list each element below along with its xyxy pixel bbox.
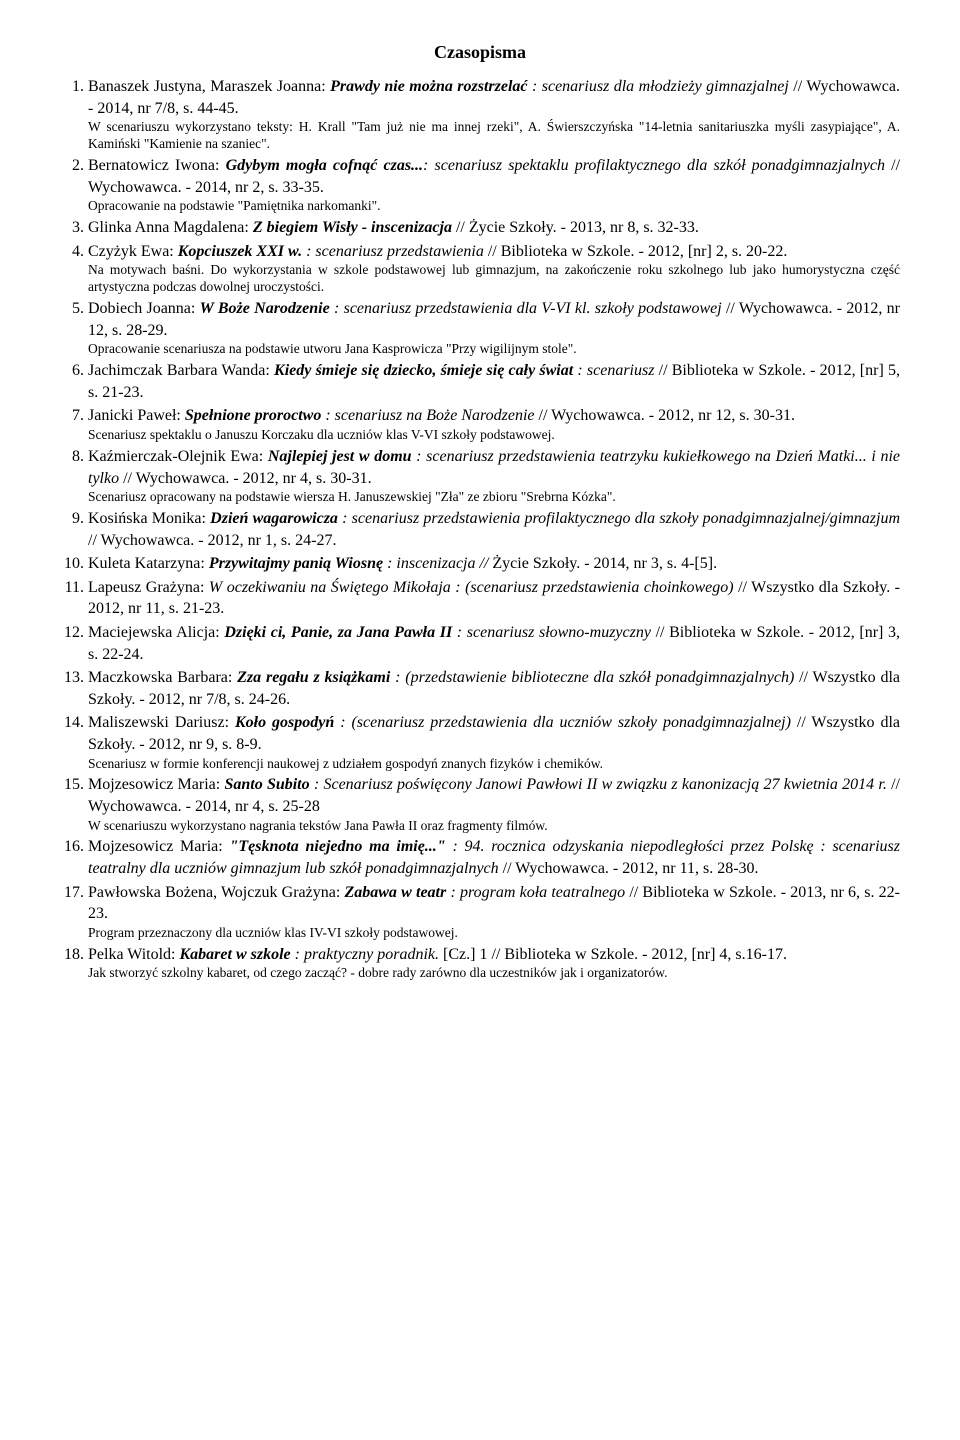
entry-subtitle: : praktyczny poradnik. — [291, 946, 443, 963]
entry-title: Prawdy nie można rozstrzelać — [330, 78, 527, 95]
entry-subtitle: : scenariusz przedstawienia dla V-VI kl.… — [330, 300, 722, 317]
entry-title: Zza regału z książkami — [237, 669, 390, 686]
entry-subtitle: : scenariusz na Boże Narodzenie — [321, 407, 534, 424]
entry-subtitle: : Scenariusz poświęcony Janowi Pawłowi I… — [310, 776, 887, 793]
bibliography-item: Kosińska Monika: Dzień wagarowicza : sce… — [88, 508, 900, 551]
entry-title: Kabaret w szkole — [180, 946, 291, 963]
entry-note: Program przeznaczony dla uczniów klas IV… — [88, 925, 900, 942]
entry-subtitle: : scenariusz słowno-muzyczny — [452, 624, 651, 641]
bibliography-item: Dobiech Joanna: W Boże Narodzenie : scen… — [88, 298, 900, 358]
entry-source: // Biblioteka w Szkole. - 2012, [nr] 2, … — [484, 243, 788, 260]
bibliography-item: Jachimczak Barbara Wanda: Kiedy śmieje s… — [88, 360, 900, 403]
entry-note: Scenariusz opracowany na podstawie wiers… — [88, 489, 900, 506]
bibliography-item: Maciejewska Alicja: Dzięki ci, Panie, za… — [88, 622, 900, 665]
entry-source: // Wychowawca. - 2012, nr 1, s. 24-27. — [88, 532, 336, 549]
entry-subtitle: : scenariusz spektaklu profilaktycznego … — [423, 157, 885, 174]
entry-title: Najlepiej jest w domu — [268, 448, 412, 465]
entry-note: Scenariusz spektaklu o Januszu Korczaku … — [88, 427, 900, 444]
author: Maczkowska Barbara: — [88, 669, 237, 686]
bibliography-item: Maczkowska Barbara: Zza regału z książka… — [88, 667, 900, 710]
entry-note: W scenariuszu wykorzystano nagrania teks… — [88, 818, 900, 835]
author: Jachimczak Barbara Wanda: — [88, 362, 274, 379]
author: Maciejewska Alicja: — [88, 624, 224, 641]
entry-title: "Tęsknota niejedno ma imię..." — [229, 838, 445, 855]
entry-title: Kiedy śmieje się dziecko, śmieje się cał… — [274, 362, 573, 379]
author: Kuleta Katarzyna: — [88, 555, 209, 572]
bibliography-item: Mojzesowicz Maria: "Tęsknota niejedno ma… — [88, 836, 900, 879]
author: Mojzesowicz Maria: — [88, 838, 229, 855]
entry-title: Dzień wagarowicza — [210, 510, 338, 527]
entry-subtitle: : scenariusz przedstawienia profilaktycz… — [338, 510, 900, 527]
author: Maliszewski Dariusz: — [88, 714, 235, 731]
entry-note: Na motywach baśni. Do wykorzystania w sz… — [88, 262, 900, 296]
entry-title: Gdybym mogła cofnąć czas... — [226, 157, 423, 174]
entry-note: W scenariuszu wykorzystano teksty: H. Kr… — [88, 119, 900, 153]
author: Pelka Witold: — [88, 946, 180, 963]
entry-title: Koło gospodyń — [235, 714, 334, 731]
entry-source: // Wychowawca. - 2012, nr 4, s. 30-31. — [119, 470, 371, 487]
author: Banaszek Justyna, Maraszek Joanna: — [88, 78, 330, 95]
entry-subtitle: : (przedstawienie biblioteczne dla szkół… — [390, 669, 794, 686]
entry-title: Dzięki ci, Panie, za Jana Pawła II — [224, 624, 452, 641]
entry-source: // Wychowawca. - 2012, nr 11, s. 28-30. — [499, 860, 759, 877]
bibliography-item: Czyżyk Ewa: Kopciuszek XXI w. : scenariu… — [88, 241, 900, 296]
entry-source: // Wychowawca. - 2012, nr 12, s. 30-31. — [535, 407, 795, 424]
bibliography-list: Banaszek Justyna, Maraszek Joanna: Prawd… — [60, 76, 900, 982]
entry-title: W Boże Narodzenie — [200, 300, 330, 317]
entry-subtitle: : scenariusz dla młodzieży gimnazjalnej — [528, 78, 789, 95]
author: Kosińska Monika: — [88, 510, 210, 527]
bibliography-item: Bernatowicz Iwona: Gdybym mogła cofnąć c… — [88, 155, 900, 215]
bibliography-item: Kuleta Katarzyna: Przywitajmy panią Wios… — [88, 553, 900, 575]
entry-source: Życie Szkoły. - 2014, nr 3, s. 4-[5]. — [492, 555, 717, 572]
author: Janicki Paweł: — [88, 407, 185, 424]
bibliography-item: Pelka Witold: Kabaret w szkole : praktyc… — [88, 944, 900, 982]
entry-title: Kopciuszek XXI w. — [178, 243, 302, 260]
author: Bernatowicz Iwona: — [88, 157, 226, 174]
bibliography-item: Mojzesowicz Maria: Santo Subito : Scenar… — [88, 774, 900, 834]
bibliography-item: Lapeusz Grażyna: W oczekiwaniu na Święte… — [88, 577, 900, 620]
entry-subtitle: : program koła teatralnego — [446, 884, 625, 901]
page-title: Czasopisma — [60, 40, 900, 64]
bibliography-item: Pawłowska Bożena, Wojczuk Grażyna: Zabaw… — [88, 882, 900, 942]
entry-subtitle: : scenariusz — [573, 362, 654, 379]
author: Kaźmierczak-Olejnik Ewa: — [88, 448, 268, 465]
bibliography-item: Glinka Anna Magdalena: Z biegiem Wisły -… — [88, 217, 900, 239]
author: Glinka Anna Magdalena: — [88, 219, 253, 236]
bibliography-item: Maliszewski Dariusz: Koło gospodyń : (sc… — [88, 712, 900, 772]
bibliography-item: Banaszek Justyna, Maraszek Joanna: Prawd… — [88, 76, 900, 153]
entry-subtitle: : (scenariusz przedstawienia dla uczniów… — [334, 714, 791, 731]
author: Mojzesowicz Maria: — [88, 776, 224, 793]
entry-title: Santo Subito — [224, 776, 309, 793]
entry-title: Z biegiem Wisły - inscenizacja — [253, 219, 452, 236]
entry-source: [Cz.] 1 // Biblioteka w Szkole. - 2012, … — [443, 946, 787, 963]
entry-title: Spełnione proroctwo — [185, 407, 321, 424]
entry-subtitle: : scenariusz przedstawienia — [302, 243, 484, 260]
author: Lapeusz Grażyna: — [88, 579, 209, 596]
entry-note: Scenariusz w formie konferencji naukowej… — [88, 756, 900, 773]
entry-note: Jak stworzyć szkolny kabaret, od czego z… — [88, 965, 900, 982]
entry-subtitle: W oczekiwaniu na Świętego Mikołaja : (sc… — [209, 579, 734, 596]
entry-title: Zabawa w teatr — [344, 884, 446, 901]
author: Pawłowska Bożena, Wojczuk Grażyna: — [88, 884, 344, 901]
entry-title: Przywitajmy panią Wiosnę — [209, 555, 383, 572]
entry-note: Opracowanie na podstawie "Pamiętnika nar… — [88, 198, 900, 215]
entry-source: // Życie Szkoły. - 2013, nr 8, s. 32-33. — [452, 219, 699, 236]
bibliography-item: Janicki Paweł: Spełnione proroctwo : sce… — [88, 405, 900, 443]
entry-subtitle: : inscenizacja // — [383, 555, 492, 572]
author: Czyżyk Ewa: — [88, 243, 178, 260]
author: Dobiech Joanna: — [88, 300, 200, 317]
bibliography-item: Kaźmierczak-Olejnik Ewa: Najlepiej jest … — [88, 446, 900, 506]
entry-note: Opracowanie scenariusza na podstawie utw… — [88, 341, 900, 358]
